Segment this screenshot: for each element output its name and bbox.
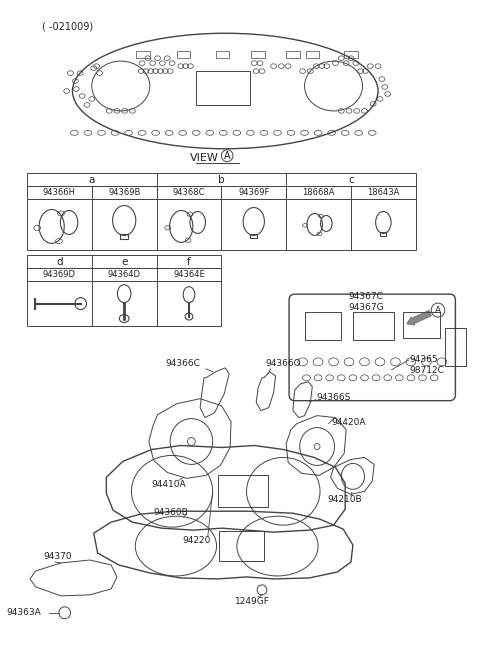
Bar [27,173,416,185]
Text: 94220: 94220 [182,536,210,545]
Text: 94410A: 94410A [152,480,186,489]
Text: A: A [224,151,230,160]
Bar [27,281,221,326]
FancyArrow shape [407,310,432,325]
Bar [305,51,319,58]
Bar [177,51,191,58]
Text: VIEW: VIEW [190,153,218,162]
Text: 94366C: 94366C [165,359,200,368]
Text: 94369B: 94369B [108,187,140,196]
Text: 18643A: 18643A [367,187,399,196]
Bar [27,198,416,250]
Bar [136,51,150,58]
Text: c: c [348,175,354,185]
Bar [353,312,394,340]
Text: 94360B: 94360B [154,508,189,517]
Bar [286,51,300,58]
Bar [344,51,358,58]
Text: 94367C: 94367C [348,292,383,301]
Text: a: a [89,175,95,185]
Text: 94366O: 94366O [266,359,301,368]
Text: 1249GF: 1249GF [235,597,270,606]
Text: 94367G: 94367G [348,303,384,312]
Text: 94369D: 94369D [43,271,76,279]
Text: 94370: 94370 [44,552,72,561]
Text: 94366S: 94366S [316,393,350,402]
Text: 18668A: 18668A [302,187,335,196]
Bar [27,185,416,198]
Text: b: b [218,175,225,185]
Text: 94368C: 94368C [173,187,205,196]
Text: A: A [435,306,441,314]
Text: 94364E: 94364E [173,271,205,279]
Bar [219,531,264,561]
Text: 94210B: 94210B [328,495,362,504]
Text: 94365: 94365 [409,355,438,364]
Bar [304,312,341,340]
Bar [27,269,221,281]
Text: 94366H: 94366H [43,187,76,196]
Bar [403,312,440,338]
Bar [250,234,257,238]
Text: 94420A: 94420A [332,418,366,426]
Text: 94363A: 94363A [7,608,41,617]
Text: e: e [121,257,127,267]
Text: f: f [187,257,191,267]
Bar [196,71,251,105]
Bar [120,234,128,239]
Bar [252,51,265,58]
Text: 94369F: 94369F [238,187,269,196]
Bar [216,51,229,58]
Bar [27,255,221,269]
Bar [445,328,466,366]
Text: 94364D: 94364D [108,271,141,279]
Text: ( -021009): ( -021009) [41,22,93,31]
Bar [381,233,386,236]
Text: 98712C: 98712C [409,366,444,375]
Text: d: d [56,257,63,267]
Bar [217,476,268,507]
